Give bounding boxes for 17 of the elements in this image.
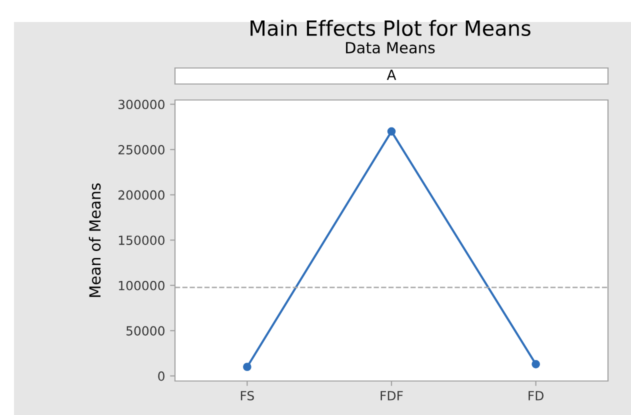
text: A [386, 70, 396, 80]
chart-subtitle: Data Means [346, 42, 435, 54]
y-tick-label: 50000 [126, 326, 164, 336]
x-tick-label: FS [240, 390, 254, 400]
y-tick-label: 100000 [118, 280, 164, 290]
point [243, 362, 252, 372]
y-tick-label: 150000 [118, 236, 164, 246]
point [532, 360, 540, 368]
x-tick-label: FDF [380, 391, 403, 400]
chart-title: Main Effects Plot for Means [250, 20, 530, 36]
y-tick-label: 200000 [118, 190, 164, 200]
point [387, 127, 396, 136]
y-tick-label: 250000 [118, 145, 164, 154]
y-tick-label: 0 [158, 371, 164, 381]
y-tick-label: 300000 [118, 100, 164, 110]
y-axis-title: Mean of Means [88, 183, 101, 297]
x-tick-label: FD [528, 391, 544, 400]
